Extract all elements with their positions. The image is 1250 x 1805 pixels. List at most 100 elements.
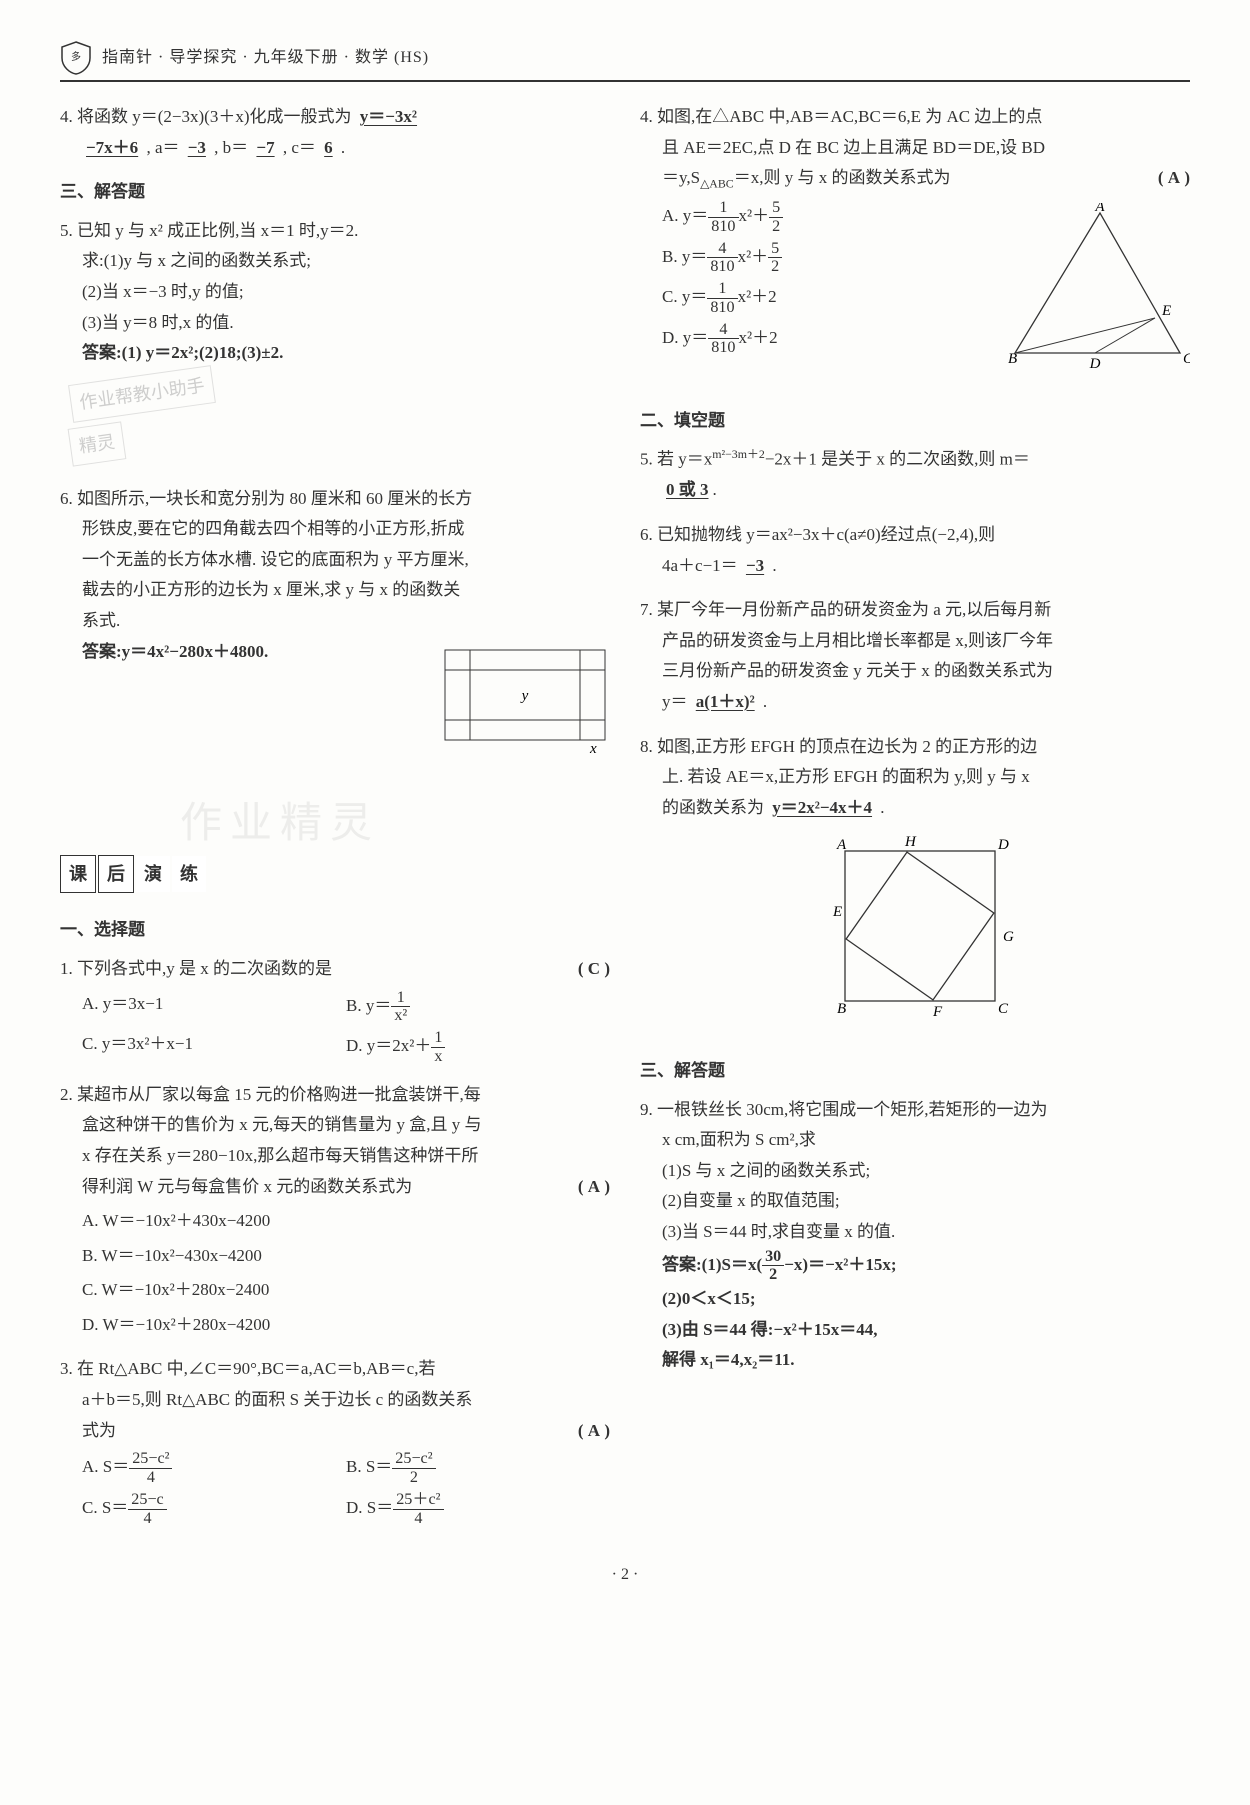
aq2-l4: 得利润 W 元与每盒售价 x 元的函数关系式为 xyxy=(82,1177,412,1196)
q4: 4. 将函数 y＝(2−3x)(3＋x)化成一般式为 y＝−3x² −7x＋6 … xyxy=(60,102,610,163)
rq4-optB: B. y＝4810x²＋52 xyxy=(662,240,1000,277)
aq2-l3: x 存在关系 y＝280−10x,那么超市每天销售这种饼干所 xyxy=(82,1141,610,1172)
rq4-l3b: ＝x,则 y 与 x 的函数关系式为 xyxy=(734,168,951,187)
after-q1: 1. 下列各式中,y 是 x 的二次函数的是 ( C ) A. y＝3x−1 B… xyxy=(60,954,610,1066)
aq3-optB: B. S＝25−c²2 xyxy=(346,1450,610,1487)
svg-text:多: 多 xyxy=(71,50,81,63)
rq7-l4a: y＝ xyxy=(662,692,688,711)
q5-l1: 5. 已知 y 与 x² 成正比例,当 x＝1 时,y＝2. xyxy=(60,216,610,247)
aq1-optB: B. y＝1x² xyxy=(346,989,610,1026)
rq7-l1: 7. 某厂今年一月份新产品的研发资金为 a 元,以后每月新 xyxy=(640,595,1190,626)
aq2-optA: A. W＝−10x²＋430x−4200 xyxy=(82,1206,610,1237)
rq7-l3: 三月份新产品的研发资金 y 元关于 x 的函数关系式为 xyxy=(662,656,1190,687)
q5: 5. 已知 y 与 x² 成正比例,当 x＝1 时,y＝2. 求:(1)y 与 … xyxy=(60,216,610,470)
rq8-blank: y＝2x²−4x＋4 xyxy=(768,798,876,817)
svg-text:E: E xyxy=(1161,303,1171,319)
tab-ke: 课 xyxy=(60,855,96,893)
rq4-l1: 4. 如图,在△ABC 中,AB＝AC,BC＝6,E 为 AC 边上的点 xyxy=(640,102,1190,133)
tab-lian: 练 xyxy=(172,856,206,892)
tab-yan: 演 xyxy=(136,856,170,892)
aq1-optD: D. y＝2x²＋1x xyxy=(346,1029,610,1066)
rq4-diagram: A B C D E xyxy=(1000,203,1190,384)
left-column: 4. 将函数 y＝(2−3x)(3＋x)化成一般式为 y＝−3x² −7x＋6 … xyxy=(60,102,610,1541)
q6-l2: 形铁皮,要在它的四角截去四个相等的小正方形,折成 xyxy=(82,514,610,545)
r-section-2: 二、填空题 xyxy=(640,406,1190,437)
svg-text:A: A xyxy=(1094,203,1105,215)
q5-l3: (2)当 x＝−3 时,y 的值; xyxy=(82,277,610,308)
rq4-ans: A xyxy=(1168,168,1180,187)
svg-text:D: D xyxy=(997,837,1009,853)
q6-l5: 系式. xyxy=(82,606,610,637)
aq2-optB: B. W＝−10x²−430x−4200 xyxy=(82,1241,610,1272)
r-q4: 4. 如图,在△ABC 中,AB＝AC,BC＝6,E 为 AC 边上的点 且 A… xyxy=(640,102,1190,392)
q6-diagram: y x xyxy=(440,645,610,766)
r-q7: 7. 某厂今年一月份新产品的研发资金为 a 元,以后每月新 产品的研发资金与上月… xyxy=(640,595,1190,717)
rq5-tail: . xyxy=(713,480,717,499)
aq3-ans: A xyxy=(588,1421,600,1440)
q4-blank-a: −3 xyxy=(184,138,210,157)
svg-text:H: H xyxy=(904,834,917,850)
right-column: 4. 如图,在△ABC 中,AB＝AC,BC＝6,E 为 AC 边上的点 且 A… xyxy=(640,102,1190,1541)
svg-text:D: D xyxy=(1089,356,1101,372)
after-q2: 2. 某超市从厂家以每盒 15 元的价格购进一批盒装饼干,每 盒这种饼干的售价为… xyxy=(60,1080,610,1341)
rq8-tail: . xyxy=(880,798,884,817)
q5-ans: 答案:(1) y＝2x²;(2)18;(3)±2. xyxy=(82,338,610,369)
q6: 6. 如图所示,一块长和宽分别为 80 厘米和 60 厘米的长方 形铁皮,要在它… xyxy=(60,484,610,774)
svg-text:E: E xyxy=(832,904,842,920)
q4-l2b: , a＝ xyxy=(146,138,183,157)
q4-l2c: , b＝ xyxy=(214,138,252,157)
svg-text:G: G xyxy=(1003,929,1014,945)
q6-y-label: y xyxy=(520,688,529,704)
content-columns: 4. 将函数 y＝(2−3x)(3＋x)化成一般式为 y＝−3x² −7x＋6 … xyxy=(60,102,1190,1541)
rq9-l5: (3)当 S＝44 时,求自变量 x 的值. xyxy=(662,1217,1190,1248)
rq6-l1: 6. 已知抛物线 y＝ax²−3x＋c(a≠0)经过点(−2,4),则 xyxy=(640,520,1190,551)
page-number: · 2 · xyxy=(60,1561,1190,1590)
rq6-l2a: 4a＋c−1＝ xyxy=(662,556,738,575)
aq1-ans: C xyxy=(588,959,600,978)
r-q8: 8. 如图,正方形 EFGH 的顶点在边长为 2 的正方形的边 上. 若设 AE… xyxy=(640,732,1190,1042)
logo-shield-icon: 多 xyxy=(60,40,92,76)
section-1-heading: 一、选择题 xyxy=(60,915,610,946)
aq3-optD: D. S＝25＋c²4 xyxy=(346,1491,610,1528)
svg-text:C: C xyxy=(1183,351,1190,367)
rq8-l3a: 的函数关系为 xyxy=(662,798,768,817)
rq8-l1: 8. 如图,正方形 EFGH 的顶点在边长为 2 的正方形的边 xyxy=(640,732,1190,763)
rq5-sup: m²−3m＋2 xyxy=(712,447,765,461)
rq5-l1b: −2x＋1 是关于 x 的二次函数,则 m＝ xyxy=(765,450,1030,469)
rq6-blank: −3 xyxy=(742,556,768,575)
aq3-l3: 式为 xyxy=(82,1421,116,1440)
q4-l2d: , c＝ xyxy=(283,138,320,157)
rq4-sub: △ABC xyxy=(700,177,734,191)
q5-l2: 求:(1)y 与 x 之间的函数关系式; xyxy=(82,246,610,277)
q4-line2a: −7x＋6 xyxy=(82,138,142,157)
r-q9: 9. 一根铁丝长 30cm,将它围成一个矩形,若矩形的一边为 x cm,面积为 … xyxy=(640,1095,1190,1376)
rq8-l2: 上. 若设 AE＝x,正方形 EFGH 的面积为 y,则 y 与 x xyxy=(662,762,1190,793)
after-class-tab: 课 后 演 练 xyxy=(60,855,208,893)
rq4-l3a: ＝y,S xyxy=(662,168,700,187)
aq1-optA: A. y＝3x−1 xyxy=(82,989,346,1026)
r-q6: 6. 已知抛物线 y＝ax²−3x＋c(a≠0)经过点(−2,4),则 4a＋c… xyxy=(640,520,1190,581)
q4-l2e: . xyxy=(341,138,345,157)
aq3-optC: C. S＝25−c4 xyxy=(82,1491,346,1528)
q4-text: 4. 将函数 y＝(2−3x)(3＋x)化成一般式为 xyxy=(60,107,356,126)
q4-blank-b: −7 xyxy=(252,138,278,157)
rq5-l1a: 5. 若 y＝x xyxy=(640,450,712,469)
section-3-heading: 三、解答题 xyxy=(60,177,610,208)
q6-l3: 一个无盖的长方体水槽. 设它的底面积为 y 平方厘米, xyxy=(82,545,610,576)
svg-text:F: F xyxy=(932,1004,943,1020)
q6-l4: 截去的小正方形的边长为 x 厘米,求 y 与 x 的函数关 xyxy=(82,575,610,606)
q5-l4: (3)当 y＝8 时,x 的值. xyxy=(82,308,610,339)
q4-blank-c: 6 xyxy=(320,138,337,157)
page-header: 多 指南针 · 导学探究 · 九年级下册 · 数学 (HS) xyxy=(60,40,1190,82)
stamp1: 作业帮教小助手 xyxy=(68,365,216,423)
tab-hou: 后 xyxy=(98,855,134,893)
rq8-diagram: A B C D E F G H xyxy=(640,831,1190,1042)
rq7-blank: a(1＋x)² xyxy=(692,692,759,711)
aq2-l2: 盒这种饼干的售价为 x 元,每天的销售量为 y 盒,且 y 与 xyxy=(82,1110,610,1141)
rq4-optC: C. y＝1810x²＋2 xyxy=(662,280,1000,317)
svg-text:B: B xyxy=(837,1001,846,1017)
q6-x-label: x xyxy=(589,741,597,755)
aq3-l2: a＋b＝5,则 Rt△ABC 的面积 S 关于边长 c 的函数关系 xyxy=(82,1385,610,1416)
q4-blank1: y＝−3x² xyxy=(356,107,421,126)
q6-l1: 6. 如图所示,一块长和宽分别为 80 厘米和 60 厘米的长方 xyxy=(60,484,610,515)
